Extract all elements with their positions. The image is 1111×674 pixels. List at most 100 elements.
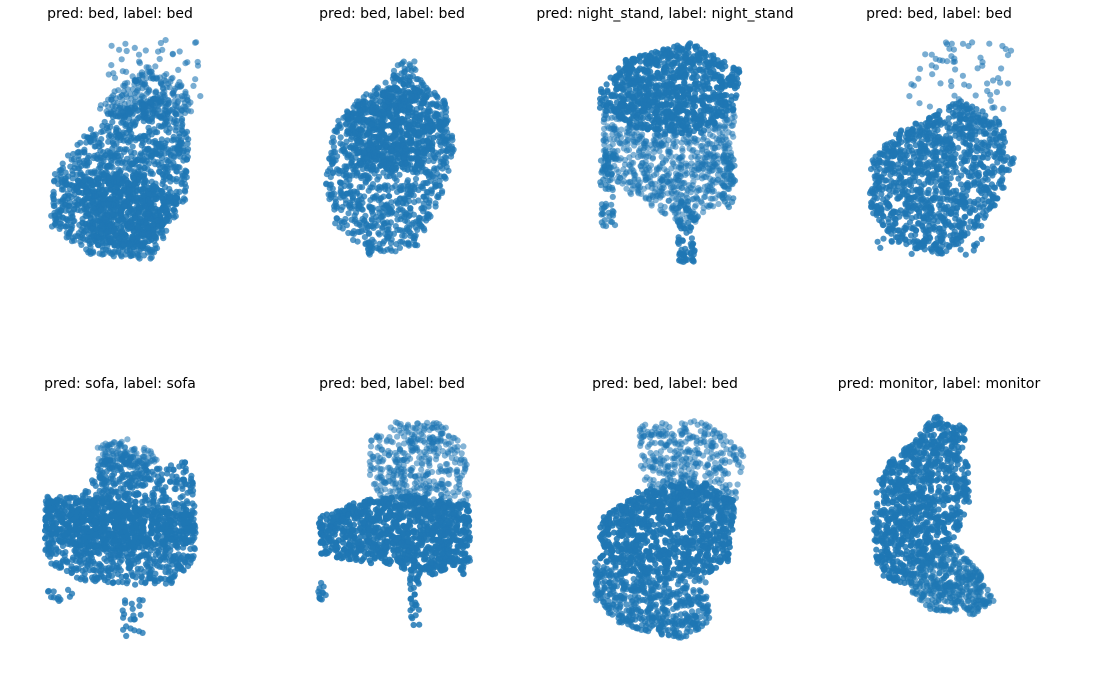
point-cloud-2-point <box>384 209 391 216</box>
point-cloud-2-point <box>401 117 408 124</box>
point-cloud-1-point <box>161 121 168 129</box>
point-cloud-3-point <box>651 110 659 117</box>
point-cloud-1-point <box>154 217 161 224</box>
point-cloud-1-point <box>63 222 70 229</box>
point-cloud-1-point <box>126 187 133 194</box>
point-cloud-1-point <box>90 233 97 240</box>
point-cloud-2-point <box>371 193 378 201</box>
point-cloud-1-point <box>83 187 90 194</box>
point-cloud-2-point <box>373 140 380 147</box>
point-cloud-3-point <box>684 198 692 205</box>
point-cloud-1-point <box>100 250 107 258</box>
point-cloud-3-point <box>636 135 643 143</box>
point-cloud-3-point <box>661 50 668 57</box>
point-cloud-2-point <box>404 191 411 198</box>
point-cloud-2-point <box>350 109 357 116</box>
point-cloud-3-point <box>700 209 707 216</box>
point-cloud-1-point <box>84 195 91 202</box>
point-cloud-1-point <box>50 195 57 202</box>
point-cloud-2-point <box>326 196 333 203</box>
point-cloud-2-point <box>391 130 398 137</box>
point-cloud-3-point <box>695 80 703 88</box>
point-cloud-1-point <box>132 98 139 105</box>
point-cloud-2-point <box>368 121 375 128</box>
point-cloud-3-point <box>646 59 653 66</box>
point-cloud-1-point <box>63 234 70 241</box>
point-cloud-3-point <box>609 91 616 98</box>
point-cloud-1-point <box>105 138 112 145</box>
point-cloud-3-point <box>654 73 661 80</box>
point-cloud-1-point <box>147 98 154 105</box>
point-cloud-1-point <box>115 217 122 224</box>
point-cloud-1-point <box>114 160 121 167</box>
point-cloud-3-point <box>705 186 712 193</box>
point-cloud-1-point <box>165 149 172 156</box>
point-cloud-3-point <box>729 74 736 82</box>
point-cloud-1-point <box>192 76 199 83</box>
point-cloud-2-point <box>331 206 338 213</box>
point-cloud-1-point <box>83 205 90 212</box>
point-cloud-3-point <box>643 138 650 145</box>
point-cloud-1-point <box>163 102 170 109</box>
point-cloud-1-point <box>183 134 190 141</box>
point-cloud-3-point <box>715 144 722 151</box>
point-cloud-1-point <box>184 94 191 101</box>
point-cloud-2-point <box>369 162 376 169</box>
point-cloud-1-point <box>125 139 132 146</box>
point-cloud-1-point <box>178 175 185 182</box>
point-cloud-1-point <box>122 40 129 47</box>
point-cloud-2-point <box>373 244 380 252</box>
point-cloud-3-point <box>679 153 686 160</box>
point-cloud-1-point <box>167 178 174 185</box>
point-cloud-3-point <box>696 117 703 124</box>
point-cloud-2-point <box>379 218 386 225</box>
point-cloud-1-point <box>190 82 197 89</box>
point-cloud-1-point <box>121 133 128 140</box>
point-cloud-3-point <box>616 83 623 90</box>
point-cloud-2-point <box>419 204 426 211</box>
point-cloud-2-point <box>388 85 395 92</box>
point-cloud-1-point <box>100 149 107 156</box>
point-cloud-1-point <box>106 195 113 202</box>
point-cloud-3-point <box>688 243 695 250</box>
point-cloud-2-point <box>394 118 401 126</box>
point-cloud-3-point <box>640 146 647 154</box>
point-cloud-3-point <box>599 97 606 104</box>
point-cloud-2-point <box>377 195 384 202</box>
point-cloud-3-point <box>731 113 738 120</box>
point-cloud-2-point <box>389 165 396 172</box>
point-cloud-3-point <box>662 64 669 71</box>
point-cloud-3-point <box>687 224 694 231</box>
point-cloud-2-point <box>352 130 359 137</box>
point-cloud-3-point <box>621 156 629 164</box>
point-cloud-3-point <box>682 160 690 167</box>
point-cloud-2-point <box>355 115 362 123</box>
point-cloud-1-point <box>74 177 81 184</box>
point-cloud-3-point <box>728 97 735 104</box>
point-cloud-2-point <box>336 179 344 186</box>
point-cloud-1-point <box>163 217 170 224</box>
point-cloud-2-point <box>411 184 418 191</box>
point-cloud-3-point <box>734 70 741 77</box>
point-cloud-1-point <box>97 154 104 161</box>
point-cloud-3-point <box>699 130 706 137</box>
point-cloud-1-point <box>81 149 88 156</box>
panel-title-8: pred: monitor, label: monitor <box>837 376 1041 392</box>
point-cloud-3-point <box>684 249 691 256</box>
point-cloud-1-point <box>126 133 133 140</box>
point-cloud-2-point <box>365 173 372 180</box>
point-cloud-3-point <box>600 116 608 123</box>
point-cloud-1-point <box>128 161 136 168</box>
point-cloud-3-point <box>616 139 623 146</box>
point-cloud-2-point <box>387 121 394 129</box>
point-cloud-2-point <box>370 127 377 134</box>
point-cloud-2-point <box>335 170 342 177</box>
point-cloud-2-point <box>429 100 436 107</box>
point-cloud-2-point <box>388 155 395 163</box>
point-cloud-1-point <box>121 105 128 112</box>
point-cloud-2-point <box>380 159 387 166</box>
point-cloud-3-point <box>634 68 641 75</box>
point-cloud-2-point <box>389 184 396 191</box>
point-cloud-1-point <box>176 188 183 195</box>
point-cloud-3-point <box>683 170 691 177</box>
